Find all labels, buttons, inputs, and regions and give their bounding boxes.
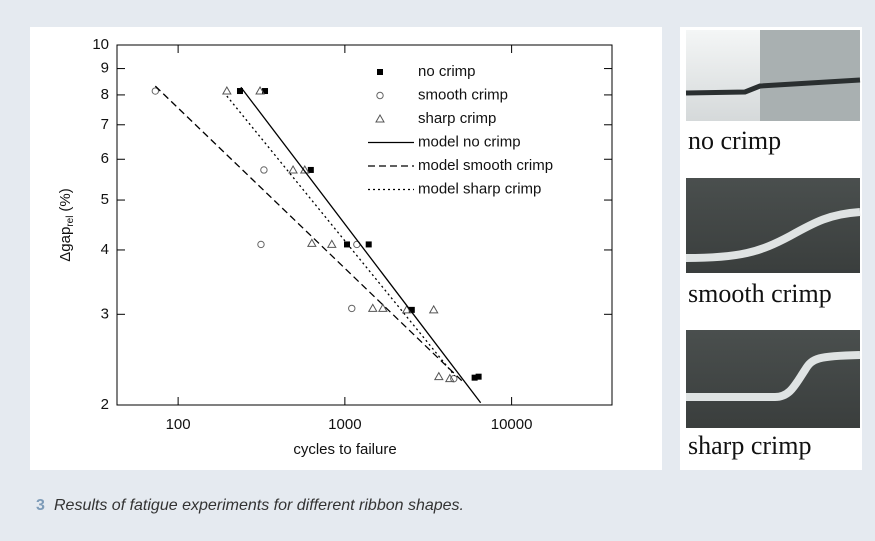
legend-label: sharp crimp bbox=[418, 110, 496, 127]
model-line bbox=[240, 86, 482, 404]
y-tick-label: 4 bbox=[101, 241, 109, 258]
y-tick-label: 5 bbox=[101, 191, 109, 208]
photo-label: smooth crimp bbox=[688, 279, 832, 308]
photo-label: no crimp bbox=[688, 126, 781, 155]
point bbox=[262, 88, 269, 95]
y-axis-label: Δgaprel(%) bbox=[57, 188, 76, 262]
point bbox=[408, 306, 415, 313]
photo-smooth-crimp bbox=[685, 178, 861, 273]
legend-marker bbox=[375, 113, 385, 123]
x-tick-label: 10000 bbox=[491, 416, 533, 433]
legend-label: model smooth crimp bbox=[418, 157, 553, 174]
legend-marker bbox=[377, 69, 383, 75]
y-tick-label: 6 bbox=[101, 150, 109, 167]
point bbox=[365, 241, 372, 248]
photo-label: sharp crimp bbox=[688, 431, 811, 460]
point bbox=[307, 166, 314, 173]
point bbox=[378, 303, 388, 312]
y-tick-label: 3 bbox=[101, 305, 109, 322]
caption-text: Results of fatigue experiments for diffe… bbox=[54, 497, 464, 514]
point bbox=[236, 88, 243, 95]
point bbox=[221, 86, 232, 95]
legend-label: no crimp bbox=[418, 63, 476, 80]
point bbox=[401, 304, 412, 314]
point bbox=[367, 303, 378, 312]
x-axis-label: cycles to failure bbox=[293, 441, 396, 458]
point bbox=[475, 373, 482, 380]
y-tick-label: 7 bbox=[101, 116, 109, 133]
model-line bbox=[154, 85, 465, 384]
point bbox=[288, 164, 298, 174]
photo-sharp-crimp bbox=[686, 330, 861, 428]
legend-label: model sharp crimp bbox=[418, 180, 541, 197]
photo-no-crimp bbox=[685, 30, 861, 121]
y-tick-label: 8 bbox=[101, 86, 109, 103]
model-line bbox=[226, 95, 456, 377]
point bbox=[471, 374, 478, 381]
point bbox=[326, 239, 337, 248]
y-tick-label: 9 bbox=[101, 60, 109, 77]
point bbox=[255, 86, 265, 95]
x-tick-label: 1000 bbox=[328, 416, 361, 433]
legend-marker bbox=[376, 91, 384, 100]
point bbox=[444, 373, 455, 383]
chart-panel bbox=[30, 27, 662, 470]
point bbox=[151, 87, 160, 95]
legend-label: smooth crimp bbox=[418, 86, 508, 103]
point bbox=[428, 304, 439, 314]
caption-number: 3 bbox=[36, 497, 45, 514]
point bbox=[433, 371, 444, 381]
point bbox=[260, 166, 268, 174]
x-tick-label: 100 bbox=[166, 416, 191, 433]
point bbox=[348, 304, 356, 313]
point bbox=[307, 238, 317, 247]
legend-label: model no crimp bbox=[418, 133, 521, 150]
plot-frame bbox=[116, 44, 613, 406]
y-tick-label: 2 bbox=[101, 396, 109, 413]
point bbox=[257, 240, 265, 249]
y-tick-label: 10 bbox=[92, 36, 109, 53]
